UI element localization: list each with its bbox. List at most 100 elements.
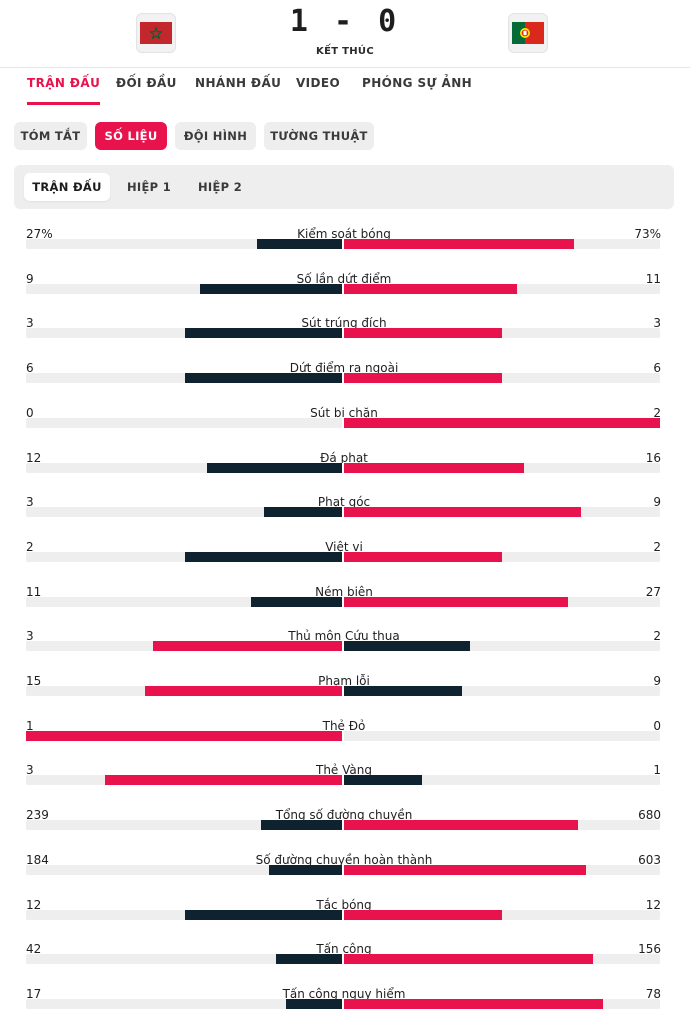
stat-label: Thủ môn Cứu thua — [288, 629, 400, 644]
stat-label: Tổng số đường chuyền — [275, 808, 413, 823]
subtab-stats[interactable]: SỐ LIỆU — [95, 122, 167, 150]
stat-away-value: 2 — [653, 629, 661, 644]
stat-bar-track — [26, 596, 660, 607]
match-header: 1 - 0 KẾT THÚC — [0, 0, 690, 68]
stat-row: 3 Phạt góc 9 — [0, 494, 690, 538]
tab-photo-report[interactable]: PHÓNG SỰ ẢNH — [362, 76, 473, 90]
stat-away-value: 2 — [653, 405, 661, 420]
stat-home-bar — [105, 775, 343, 786]
stat-bar-divider — [342, 417, 344, 428]
stat-bar-divider — [342, 864, 344, 875]
stat-away-bar — [343, 283, 518, 294]
stat-away-value: 2 — [653, 539, 661, 554]
stat-away-bar — [343, 686, 462, 696]
stat-home-value: 0 — [26, 405, 34, 420]
tab-match[interactable]: TRẬN ĐẤU — [27, 76, 101, 105]
stat-bar-track — [26, 686, 660, 696]
stat-bar-divider — [342, 239, 344, 249]
morocco-flag-icon — [140, 22, 172, 44]
stat-bar-divider — [342, 283, 344, 294]
stat-home-value: 11 — [26, 584, 42, 599]
stat-bar-track — [26, 507, 660, 518]
stat-home-value: 3 — [26, 763, 34, 778]
stat-away-value: 16 — [645, 450, 661, 465]
stat-home-bar — [286, 998, 343, 1009]
stat-home-value: 15 — [26, 674, 42, 688]
subtab-commentary[interactable]: TƯỜNG THUẬT — [264, 122, 374, 150]
stat-row: 11 Ném biên 27 — [0, 584, 690, 628]
stat-label: Ném biên — [315, 584, 373, 599]
stat-home-value: 184 — [26, 852, 49, 867]
stat-away-bar — [343, 641, 470, 652]
stat-home-value: 9 — [26, 271, 34, 286]
stat-bar-track — [26, 909, 660, 920]
stat-home-value: 6 — [26, 361, 34, 376]
stat-away-bar — [343, 551, 502, 562]
stat-bar-divider — [342, 641, 344, 652]
stat-label: Đá phạt — [320, 450, 368, 465]
period-first-half[interactable]: HIỆP 1 — [127, 180, 171, 194]
stat-bar-divider — [342, 507, 344, 518]
stat-row: 12 Tắc bóng 12 — [0, 897, 690, 941]
subtab-lineups[interactable]: ĐỘI HÌNH — [175, 122, 256, 150]
stat-away-bar — [343, 239, 575, 249]
stat-home-bar — [275, 954, 343, 965]
stat-away-value: 6 — [653, 361, 661, 376]
stat-away-value: 156 — [638, 942, 661, 957]
stat-bar-divider — [342, 730, 344, 741]
stat-away-value: 0 — [653, 718, 661, 733]
period-full-match[interactable]: TRẬN ĐẤU — [24, 173, 110, 201]
stat-away-bar — [343, 954, 593, 965]
stat-bar-track — [26, 239, 660, 249]
stat-label: Phạm lỗi — [318, 674, 370, 688]
stat-home-bar — [26, 730, 343, 741]
stat-away-value: 603 — [638, 852, 661, 867]
tab-video[interactable]: VIDEO — [296, 76, 341, 90]
home-team-flag[interactable] — [136, 13, 176, 53]
stat-bar-divider — [342, 954, 344, 965]
stat-away-value: 12 — [645, 897, 661, 912]
stat-home-bar — [257, 239, 343, 249]
stat-label: Số lần dứt điểm — [296, 271, 392, 286]
stat-away-value: 680 — [638, 808, 661, 823]
stat-home-bar — [263, 507, 343, 518]
stat-row: 27% Kiểm soát bóng 73% — [0, 226, 690, 270]
stat-home-bar — [200, 283, 343, 294]
stat-home-bar — [251, 596, 343, 607]
away-team-flag[interactable] — [508, 13, 548, 53]
stat-bar-track — [26, 417, 660, 428]
stat-row: 42 Tấn công 156 — [0, 941, 690, 985]
stat-home-bar — [207, 462, 343, 473]
period-second-half[interactable]: HIỆP 2 — [198, 180, 242, 194]
stat-bar-divider — [342, 551, 344, 562]
stat-bar-track — [26, 820, 660, 831]
stat-home-value: 42 — [26, 942, 42, 957]
stat-row: 3 Thủ môn Cứu thua 2 — [0, 628, 690, 672]
stat-home-value: 1 — [26, 718, 34, 733]
stat-home-value: 12 — [26, 897, 42, 912]
stat-home-value: 12 — [26, 450, 42, 465]
stat-bar-divider — [342, 998, 344, 1009]
stat-row: 2 Việt vị 2 — [0, 539, 690, 583]
stat-bar-track — [26, 283, 660, 294]
stat-bar-divider — [342, 909, 344, 920]
stat-home-bar — [260, 820, 343, 831]
match-score: 1 - 0 — [289, 4, 401, 39]
stat-label: Dứt điểm ra ngoài — [289, 361, 399, 376]
stat-label: Sút bị chặn — [310, 405, 378, 420]
subtab-summary[interactable]: TÓM TẮT — [14, 122, 87, 150]
stat-bar-track — [26, 730, 660, 741]
stat-row: 12 Đá phạt 16 — [0, 450, 690, 494]
stat-label: Thẻ Vàng — [316, 763, 372, 778]
tab-head-to-head[interactable]: ĐỐI ĐẦU — [116, 76, 177, 90]
stat-away-value: 73% — [634, 227, 661, 241]
stat-home-bar — [184, 373, 343, 384]
stat-row: 17 Tấn công nguy hiểm 78 — [0, 986, 690, 1027]
stat-label: Số đường chuyền hoàn thành — [255, 852, 433, 867]
stat-home-value: 17 — [26, 986, 42, 1001]
stat-row: 1 Thẻ Đỏ 0 — [0, 718, 690, 762]
period-selector: TRẬN ĐẤU HIỆP 1 HIỆP 2 — [14, 165, 674, 209]
stat-away-bar — [343, 596, 569, 607]
stat-away-bar — [343, 864, 586, 875]
tab-bracket[interactable]: NHÁNH ĐẤU — [195, 76, 282, 90]
